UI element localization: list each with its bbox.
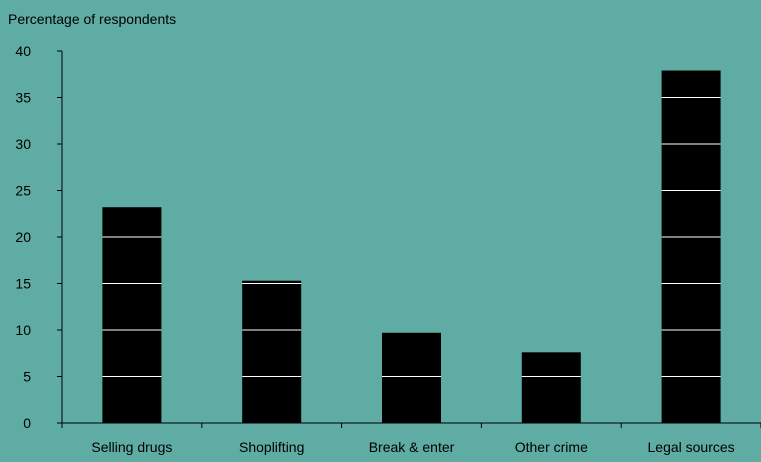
bar-legal-sources — [661, 70, 721, 423]
y-axis-ticks: 0 5 10 15 20 25 30 35 40 — [15, 43, 62, 431]
bar-shoplifting — [242, 280, 302, 423]
y-tick-label: 0 — [23, 415, 31, 431]
x-tick-label: Break & enter — [369, 439, 455, 455]
y-axis-label: Percentage of respondents — [8, 11, 176, 27]
bar-selling-drugs — [102, 207, 162, 423]
y-tick-label: 30 — [15, 136, 31, 152]
bar-break-enter — [382, 332, 441, 423]
y-tick-label: 35 — [15, 90, 31, 106]
gridlines — [102, 97, 721, 377]
x-tick-label: Shoplifting — [239, 439, 304, 455]
x-axis-labels: Selling drugs Shoplifting Break & enter Oth… — [91, 439, 734, 455]
y-tick-label: 10 — [15, 322, 31, 338]
bars — [102, 70, 721, 423]
y-tick-label: 25 — [15, 183, 31, 199]
axes — [61, 51, 761, 428]
y-tick-label: 15 — [15, 276, 31, 292]
x-tick-label: Legal sources — [648, 439, 735, 455]
y-tick-label: 20 — [15, 229, 31, 245]
x-tick-label: Other crime — [515, 439, 588, 455]
x-tick-label: Selling drugs — [91, 439, 172, 455]
bar-other-crime — [521, 352, 581, 423]
y-tick-label: 5 — [23, 369, 31, 385]
y-tick-label: 40 — [15, 43, 31, 59]
